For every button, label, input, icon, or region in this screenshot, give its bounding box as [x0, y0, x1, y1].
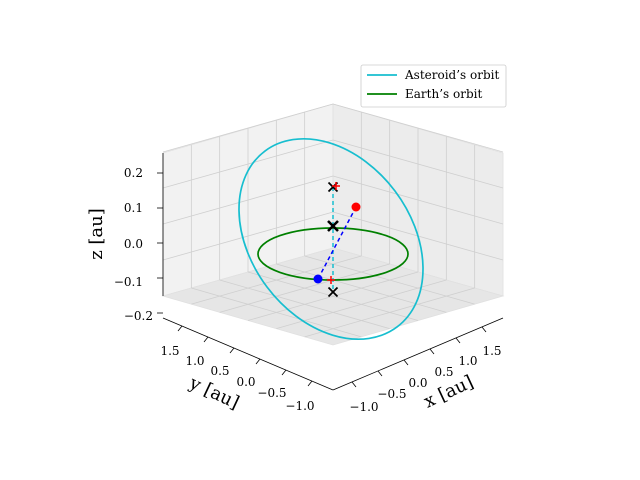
grid-line — [162, 139, 334, 189]
legend: Asteroid’s orbit Earth’s orbit — [360, 64, 507, 108]
y-tick — [203, 336, 209, 343]
y-tick-label: 1.0 — [185, 354, 204, 368]
y-tick-label: −0.5 — [257, 386, 286, 400]
x-tick — [481, 326, 487, 333]
y-tick — [307, 380, 313, 387]
grid-line — [332, 175, 504, 225]
z-tick-label: 0.1 — [124, 201, 143, 215]
x-tick — [377, 370, 383, 377]
y-tick-label: 1.5 — [160, 344, 179, 358]
x-tick — [351, 381, 357, 388]
x-tick-label: −0.5 — [377, 387, 406, 401]
y-tick-labels: 1.5 1.0 0.5 0.0 −0.5 −1.0 — [160, 344, 314, 413]
x-axis-line — [332, 317, 504, 391]
y-tick — [281, 369, 287, 376]
red-dot-marker — [351, 202, 361, 212]
x-tick — [403, 359, 409, 366]
z-tick-label: −0.2 — [124, 309, 153, 323]
ticks — [157, 172, 487, 388]
z-tick-label: −0.1 — [114, 275, 143, 289]
x-tick-labels: −1.0 −0.5 0.0 0.5 1.0 1.5 — [349, 344, 501, 414]
y-tick-label: −1.0 — [285, 399, 314, 413]
grid-line — [332, 103, 504, 153]
x-tick-label: 0.0 — [408, 376, 427, 390]
plot-area — [238, 137, 424, 341]
x-tick-label: 0.5 — [434, 365, 453, 379]
grid-line — [162, 211, 334, 261]
x-tick-label: 1.5 — [482, 344, 501, 358]
cross-marker — [327, 286, 339, 298]
z-tick-label: 0.2 — [124, 166, 143, 180]
grid-line — [332, 139, 504, 189]
z-axis-label: z [au] — [86, 208, 107, 260]
y-tick — [177, 325, 183, 332]
y-tick-label: 0.5 — [210, 364, 229, 378]
y-tick — [229, 347, 235, 354]
grid-line — [162, 103, 334, 153]
y-axis-label: y [au] — [185, 372, 242, 414]
y-tick-label: 0.0 — [236, 375, 255, 389]
asteroid-orbit-line — [238, 137, 424, 341]
cross-marker — [327, 220, 339, 232]
z-tick-label: 0.0 — [124, 237, 143, 251]
grid-line — [162, 175, 334, 225]
legend-box — [360, 64, 507, 108]
x-tick-label: −1.0 — [349, 400, 378, 414]
z-tick-labels: 0.2 0.1 0.0 −0.1 −0.2 — [114, 166, 153, 323]
x-tick — [455, 337, 461, 344]
legend-label-earth: Earth’s orbit — [405, 87, 482, 101]
legend-label-asteroid: Asteroid’s orbit — [404, 68, 499, 82]
x-tick-label: 1.0 — [458, 354, 477, 368]
y-axis-line — [162, 317, 334, 391]
blue-dot-marker — [313, 274, 323, 284]
y-tick — [255, 358, 261, 365]
x-tick — [429, 348, 435, 355]
